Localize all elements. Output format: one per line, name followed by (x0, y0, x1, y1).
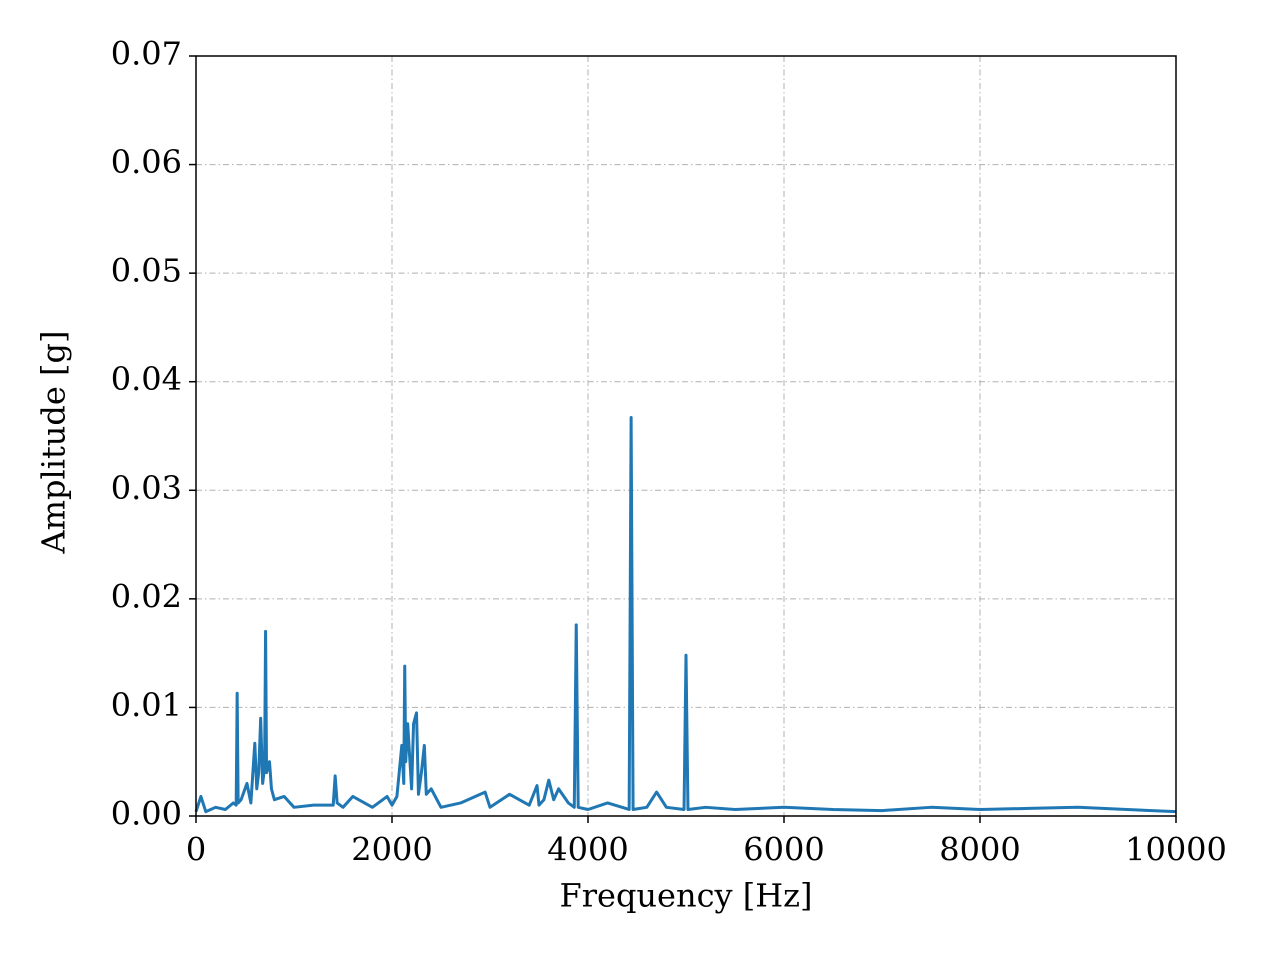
x-axis-label: Frequency [Hz] (560, 877, 813, 915)
plot-frame (195, 55, 1177, 817)
y-tick-label: 0.03 (111, 469, 182, 507)
x-tick-label: 8000 (939, 831, 1020, 869)
x-tick-label: 6000 (743, 831, 824, 869)
y-tick-label: 0.07 (111, 35, 182, 73)
y-tick-label: 0.06 (111, 143, 182, 181)
y-tick-label: 0.02 (111, 577, 182, 615)
y-axis-label: Amplitude [g] (35, 331, 73, 555)
y-tick-label: 0.00 (111, 795, 182, 833)
y-tick-label: 0.01 (111, 686, 182, 724)
x-tick-label: 0 (186, 831, 206, 869)
x-tick-label: 10000 (1125, 831, 1227, 869)
x-tick-label: 2000 (351, 831, 432, 869)
y-tick-label: 0.05 (111, 252, 182, 290)
spectrum-line (194, 416, 1177, 814)
x-tick-label: 4000 (547, 831, 628, 869)
y-tick-label: 0.04 (111, 360, 182, 398)
